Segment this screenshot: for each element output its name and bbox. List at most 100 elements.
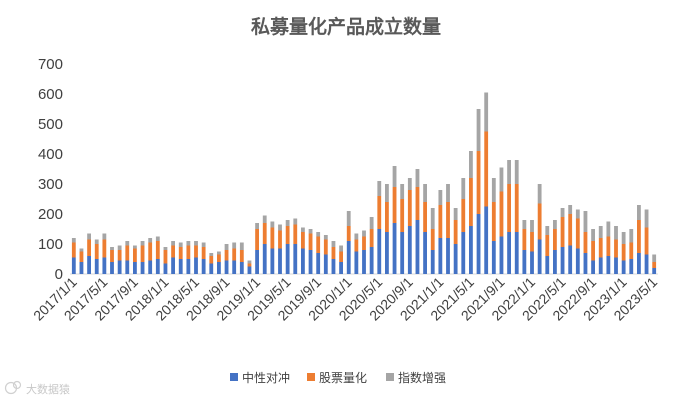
bar-segment-index-enhanced bbox=[377, 181, 382, 196]
bar-segment-stock-quant bbox=[545, 235, 550, 256]
bar-segment-neutral-hedge bbox=[339, 262, 343, 274]
y-tick-label: 600 bbox=[38, 86, 63, 103]
bar-segment-neutral-hedge bbox=[430, 250, 435, 274]
bar-segment-index-enhanced bbox=[385, 184, 389, 202]
bar-segment-index-enhanced bbox=[339, 245, 343, 252]
bar-segment-stock-quant bbox=[133, 248, 137, 262]
bar-segment-index-enhanced bbox=[285, 220, 290, 226]
bar-segment-index-enhanced bbox=[499, 167, 504, 192]
bar-segment-stock-quant bbox=[323, 239, 328, 255]
y-tick-label: 400 bbox=[38, 146, 63, 163]
bar-segment-stock-quant bbox=[262, 223, 267, 244]
bar-segment-stock-quant bbox=[79, 251, 84, 262]
bar-segment-neutral-hedge bbox=[239, 262, 244, 274]
bar-segment-neutral-hedge bbox=[377, 229, 382, 274]
bar-segment-index-enhanced bbox=[514, 160, 519, 184]
bar-segment-stock-quant bbox=[354, 239, 359, 252]
bar-segment-index-enhanced bbox=[301, 227, 305, 232]
bar-segment-neutral-hedge bbox=[94, 259, 99, 274]
bar-segment-neutral-hedge bbox=[575, 248, 580, 274]
bar-segment-neutral-hedge bbox=[545, 256, 550, 274]
bar-segment-neutral-hedge bbox=[194, 257, 198, 274]
bar-segment-neutral-hedge bbox=[598, 257, 603, 274]
bar-segment-stock-quant bbox=[102, 239, 107, 258]
bar-segment-index-enhanced bbox=[583, 211, 588, 232]
bar-segment-index-enhanced bbox=[171, 241, 175, 246]
bar-segment-index-enhanced bbox=[614, 226, 618, 240]
bar-segment-index-enhanced bbox=[423, 184, 427, 202]
bar-segment-index-enhanced bbox=[133, 245, 137, 249]
bar-segment-stock-quant bbox=[583, 232, 588, 253]
bar-segment-stock-quant bbox=[194, 245, 198, 258]
bar-segment-neutral-hedge bbox=[652, 268, 657, 274]
bar-segment-index-enhanced bbox=[453, 208, 458, 220]
bar-segment-neutral-hedge bbox=[453, 244, 458, 274]
bar-segment-stock-quant bbox=[87, 239, 91, 256]
bar-segment-stock-quant bbox=[339, 251, 343, 262]
bar-segment-neutral-hedge bbox=[530, 251, 534, 274]
bar-segment-index-enhanced bbox=[621, 232, 626, 244]
bar-segment-neutral-hedge bbox=[415, 220, 420, 274]
bar-segment-stock-quant bbox=[247, 263, 252, 267]
bar-segment-neutral-hedge bbox=[537, 239, 542, 274]
bar-segment-stock-quant bbox=[209, 256, 214, 264]
bar-segment-index-enhanced bbox=[186, 241, 191, 246]
bar-segment-index-enhanced bbox=[87, 233, 91, 240]
bar-segment-neutral-hedge bbox=[178, 259, 183, 274]
bar-segment-neutral-hedge bbox=[385, 232, 389, 274]
bar-segment-index-enhanced bbox=[71, 238, 76, 243]
bar-segment-index-enhanced bbox=[102, 233, 107, 240]
chart-title: 私募量化产品成立数量 bbox=[251, 15, 441, 38]
bar-segment-stock-quant bbox=[606, 236, 611, 256]
bar-segment-stock-quant bbox=[293, 224, 298, 244]
bar-segment-stock-quant bbox=[514, 184, 519, 232]
bar-segment-neutral-hedge bbox=[621, 260, 626, 274]
bar-segment-index-enhanced bbox=[148, 238, 153, 243]
bar-segment-stock-quant bbox=[163, 250, 168, 264]
bar-segment-index-enhanced bbox=[522, 220, 527, 229]
bar-segment-stock-quant bbox=[125, 245, 130, 261]
bar-segment-stock-quant bbox=[553, 229, 557, 250]
bar-segment-stock-quant bbox=[278, 230, 282, 249]
bar-segment-neutral-hedge bbox=[423, 232, 427, 274]
bar-segment-index-enhanced bbox=[209, 253, 214, 256]
bar-segment-neutral-hedge bbox=[476, 214, 481, 274]
bar-segment-stock-quant bbox=[346, 226, 351, 241]
bar-segment-neutral-hedge bbox=[293, 244, 298, 274]
bar-segment-neutral-hedge bbox=[224, 260, 229, 274]
bar-segment-stock-quant bbox=[385, 202, 389, 232]
bar-segment-index-enhanced bbox=[591, 229, 595, 241]
bar-segment-index-enhanced bbox=[232, 242, 237, 249]
bar-segment-index-enhanced bbox=[323, 235, 328, 240]
bar-segment-index-enhanced bbox=[598, 226, 603, 238]
bar-segment-neutral-hedge bbox=[514, 232, 519, 274]
bar-segment-index-enhanced bbox=[644, 209, 649, 228]
bar-segment-neutral-hedge bbox=[117, 260, 122, 274]
bar-segment-index-enhanced bbox=[293, 218, 298, 225]
bar-segment-stock-quant bbox=[575, 218, 580, 249]
bar-segment-index-enhanced bbox=[278, 224, 282, 231]
bar-segment-index-enhanced bbox=[178, 242, 183, 247]
legend-swatch bbox=[230, 373, 238, 381]
bar-segment-index-enhanced bbox=[476, 109, 481, 151]
legend-swatch bbox=[307, 373, 315, 381]
bar-segment-index-enhanced bbox=[155, 236, 160, 241]
bar-segment-index-enhanced bbox=[362, 230, 366, 237]
bar-segment-neutral-hedge bbox=[140, 262, 145, 274]
bar-segment-stock-quant bbox=[155, 241, 160, 259]
bar-segment-stock-quant bbox=[239, 250, 244, 262]
bar-segment-index-enhanced bbox=[438, 190, 443, 205]
bar-segment-index-enhanced bbox=[484, 92, 489, 132]
bar-segment-stock-quant bbox=[476, 151, 481, 214]
bar-segment-neutral-hedge bbox=[583, 253, 588, 274]
bar-segment-neutral-hedge bbox=[331, 259, 336, 274]
bar-segment-index-enhanced bbox=[247, 260, 252, 264]
bar-segment-neutral-hedge bbox=[102, 257, 107, 274]
bar-segment-index-enhanced bbox=[125, 241, 130, 246]
bar-segment-index-enhanced bbox=[545, 226, 550, 235]
bar-segment-neutral-hedge bbox=[110, 262, 114, 274]
bar-segment-neutral-hedge bbox=[163, 263, 168, 274]
legend-label: 指数增强 bbox=[398, 370, 446, 385]
bar-segment-stock-quant bbox=[186, 245, 191, 259]
bar-segment-index-enhanced bbox=[537, 184, 542, 204]
